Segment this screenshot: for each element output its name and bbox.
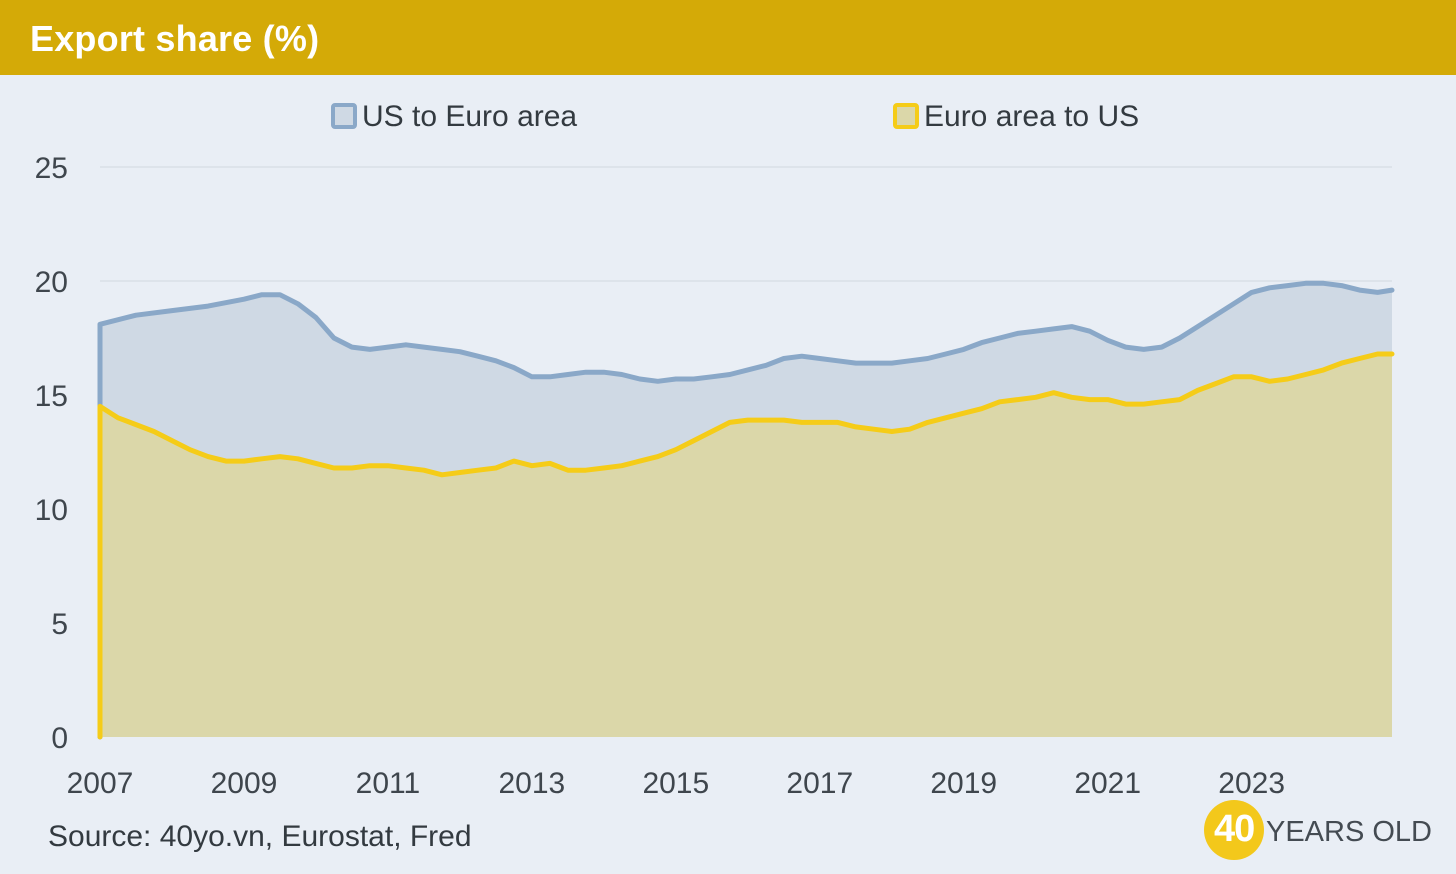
y-tick-label-25: 25 — [35, 152, 68, 185]
source-note: Source: 40yo.vn, Eurostat, Fred — [48, 820, 472, 853]
x-tick-label-2017: 2017 — [786, 767, 853, 800]
y-tick-label-15: 15 — [35, 380, 68, 413]
x-axis-ticks: 2007 2009 2011 2013 2015 2017 2019 2021 2023 — [67, 767, 1285, 800]
legend-label-euro-to-us: Euro area to US — [924, 100, 1139, 133]
x-tick-label-2013: 2013 — [498, 767, 565, 800]
area-fill-euro-to-us — [100, 354, 1392, 737]
x-tick-label-2019: 2019 — [930, 767, 997, 800]
x-tick-label-2011: 2011 — [356, 767, 421, 800]
y-axis-ticks: 0 5 10 15 20 25 — [35, 152, 68, 755]
y-tick-label-0: 0 — [51, 722, 68, 755]
legend-label-us-to-euro: US to Euro area — [362, 100, 577, 133]
x-tick-label-2007: 2007 — [67, 767, 134, 800]
series-line-euro-to-us — [97, 351, 1395, 740]
y-tick-label-20: 20 — [35, 266, 68, 299]
brand-number: 40 — [1214, 808, 1255, 850]
x-tick-label-2009: 2009 — [211, 767, 278, 800]
brand-circle-icon — [1204, 800, 1264, 860]
y-tick-label-5: 5 — [51, 608, 68, 641]
legend-swatch-euro-to-us — [893, 103, 919, 129]
series-line-us-to-euro — [97, 280, 1395, 740]
brand-text: YEARS OLD — [1266, 816, 1432, 848]
y-tick-label-10: 10 — [35, 494, 68, 527]
header-bar: Export share (%) — [0, 0, 1456, 75]
x-tick-label-2023: 2023 — [1218, 767, 1285, 800]
legend: US to Euro area Euro area to US — [331, 100, 1139, 133]
area-series — [97, 280, 1395, 740]
brand-logo: 40 YEARS OLD — [1204, 800, 1444, 860]
x-tick-label-2021: 2021 — [1074, 767, 1141, 800]
page-title: Export share (%) — [30, 18, 320, 59]
x-tick-label-2015: 2015 — [642, 767, 709, 800]
legend-swatch-us-to-euro — [331, 103, 357, 129]
